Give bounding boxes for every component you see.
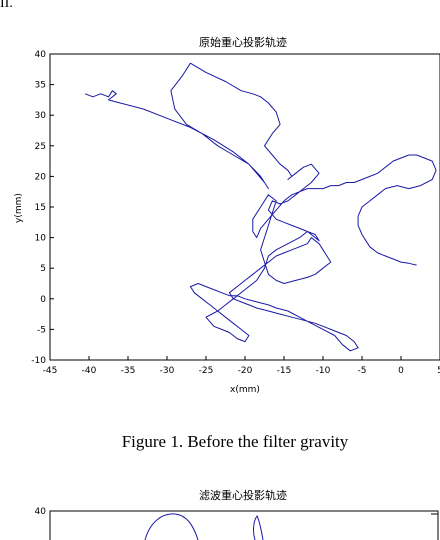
y-axis: -10 -5 0 5 10 15 20 25 30 35 40 <box>31 50 54 366</box>
y-tick-label: -10 <box>31 356 46 366</box>
y-axis-label: y(mm) <box>14 193 24 223</box>
x-tick-label: 5 <box>437 366 440 376</box>
x-tick-label: -20 <box>238 366 253 376</box>
y-tick-label: 40 <box>35 50 47 60</box>
corner-text: II. <box>0 0 13 11</box>
y-tick-label: 20 <box>35 172 47 182</box>
figure-2-ytick-label: 40 <box>35 507 47 517</box>
x-tick-label: -30 <box>160 366 175 376</box>
x-tick-label: -45 <box>43 366 58 376</box>
chart-title: 原始重心投影轨迹 <box>199 35 287 49</box>
y-tick-label: -5 <box>37 325 46 335</box>
y-tick-label: 0 <box>40 295 46 305</box>
figure-2-title: 滤波重心投影轨迹 <box>199 488 287 502</box>
x-axis-label: x(mm) <box>230 385 260 395</box>
y-tick-label: 5 <box>40 264 46 274</box>
x-tick-label: -40 <box>82 366 97 376</box>
figure-caption: Figure 1. Before the filter gravity <box>122 432 349 451</box>
x-tick-label: -5 <box>358 366 367 376</box>
y-tick-label: 15 <box>35 203 46 213</box>
x-tick-label: -15 <box>277 366 292 376</box>
y-tick-label: 30 <box>35 111 47 121</box>
series-trajectory-line <box>84 62 437 352</box>
x-tick-label: -35 <box>121 366 136 376</box>
y-tick-label: 35 <box>35 81 46 91</box>
x-tick-label: -25 <box>199 366 214 376</box>
x-tick-label: -10 <box>316 366 331 376</box>
x-tick-label: 0 <box>398 366 404 376</box>
y-tick-label: 10 <box>35 234 47 244</box>
figure-2-trajectory <box>144 513 199 540</box>
figure-2-frame <box>49 510 439 540</box>
y-tick-label: 25 <box>35 142 46 152</box>
figure-2-trajectory-2 <box>253 515 264 540</box>
x-axis: -45 -40 -35 -30 -25 -20 -15 -10 -5 0 5 <box>43 356 440 376</box>
